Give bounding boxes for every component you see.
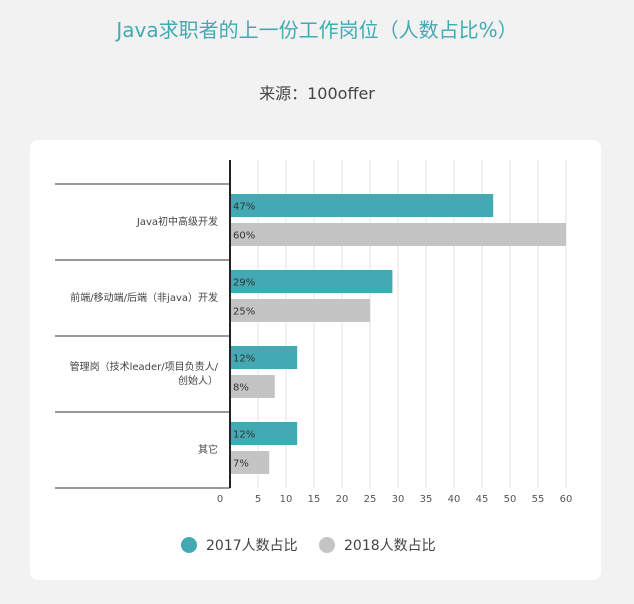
x-tick-label: 55 [532, 494, 545, 505]
x-tick-label: 50 [504, 494, 517, 505]
x-tick-label: 15 [308, 494, 321, 505]
legend-label: 2017人数占比 [206, 538, 298, 554]
category-label: 创始人） [178, 374, 218, 387]
x-tick-label: 35 [420, 494, 433, 505]
legend-marker [181, 537, 197, 553]
bar [230, 270, 393, 293]
bar-value-label: 60% [233, 231, 255, 242]
x-tick-label: 10 [280, 494, 293, 505]
legend-label: 2018人数占比 [344, 538, 436, 554]
bar [230, 299, 370, 322]
x-tick-label: 25 [364, 494, 377, 505]
bar [230, 346, 298, 369]
bar-value-label: 8% [233, 383, 249, 394]
chart-source: 来源：100offer [259, 84, 375, 103]
x-tick-label: 60 [560, 494, 573, 505]
bar-value-label: 12% [233, 430, 255, 441]
x-tick-label: 5 [255, 494, 261, 505]
category-label: 其它 [198, 443, 218, 456]
bar [230, 223, 566, 246]
category-label: 管理岗（技术leader/项目负责人/ [70, 360, 219, 373]
bar [230, 422, 298, 445]
legend-marker [319, 537, 335, 553]
chart-title: Java求职者的上一份工作岗位（人数占比%） [116, 18, 518, 42]
x-tick-label: 0 [217, 494, 223, 505]
bar-value-label: 47% [233, 202, 255, 213]
x-tick-label: 30 [392, 494, 405, 505]
bar-value-label: 7% [233, 459, 249, 470]
category-label: 前端/移动端/后端（非java）开发 [70, 291, 218, 304]
x-tick-label: 45 [476, 494, 489, 505]
bar [230, 451, 270, 474]
bar [230, 375, 275, 398]
bar-value-label: 12% [233, 354, 255, 365]
bar-value-label: 25% [233, 307, 255, 318]
bar-value-label: 29% [233, 278, 255, 289]
x-tick-label: 40 [448, 494, 461, 505]
category-label: Java初中高级开发 [136, 215, 218, 228]
bar [230, 194, 494, 217]
x-tick-label: 20 [336, 494, 349, 505]
